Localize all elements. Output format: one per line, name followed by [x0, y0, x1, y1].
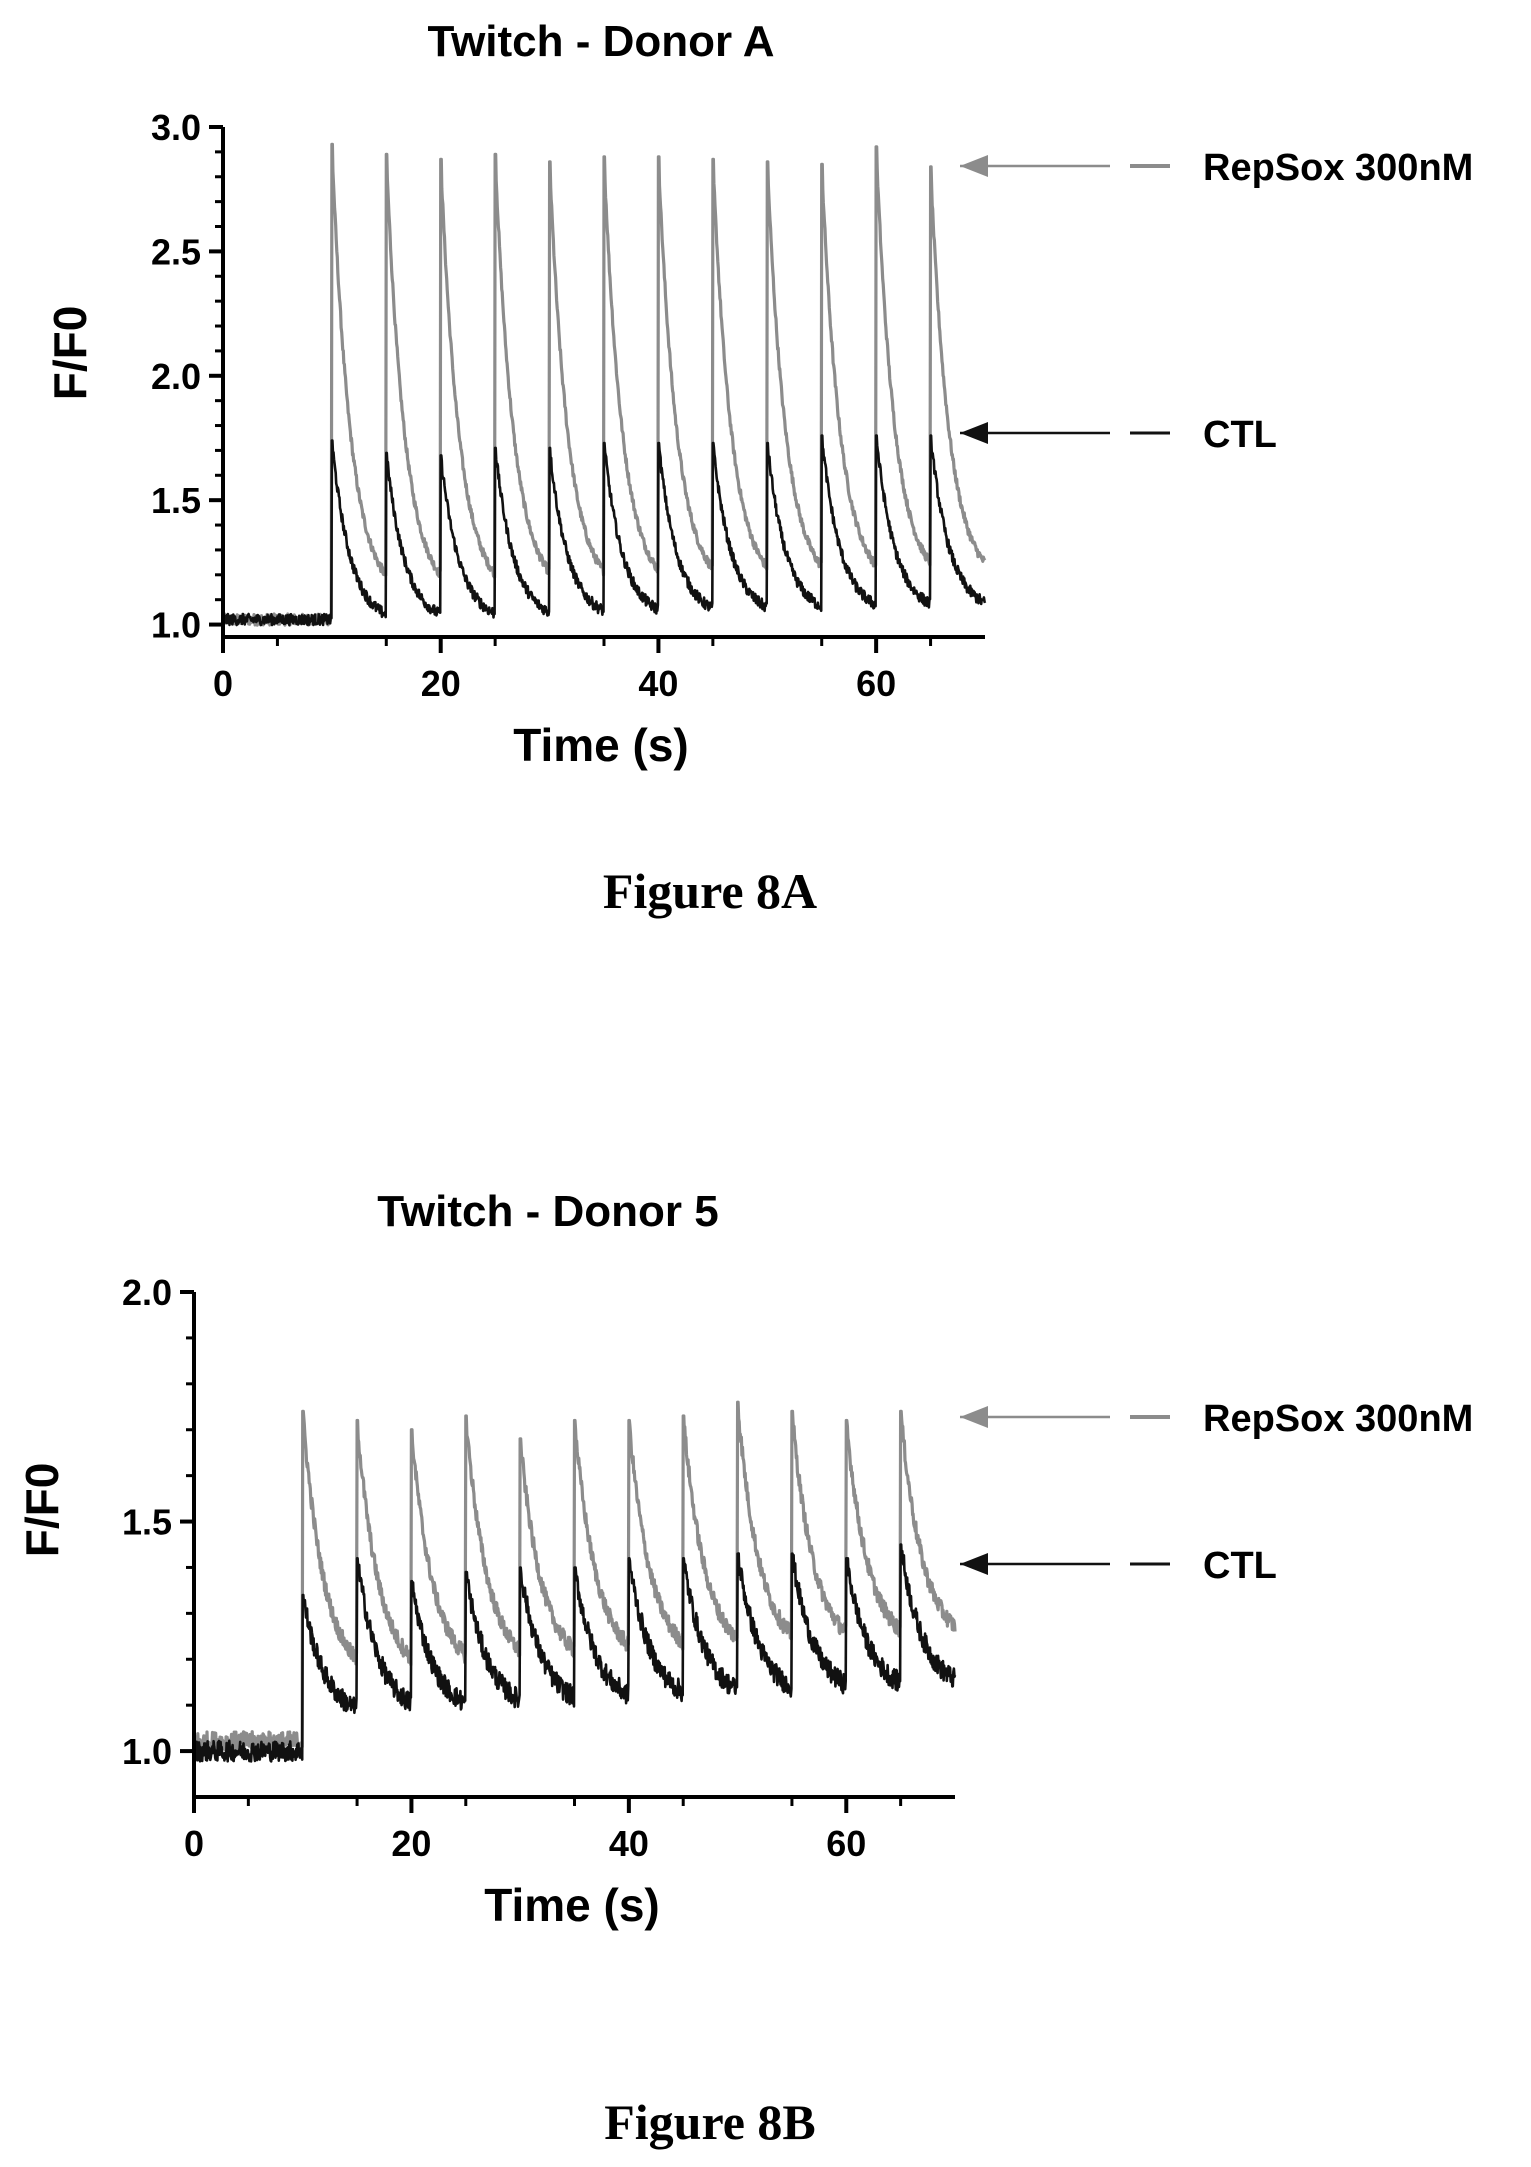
y-tick-label: 1.5	[151, 480, 201, 521]
chart-title: Twitch - Donor A	[427, 17, 774, 66]
series-line-ctl	[221, 434, 987, 627]
y-tick-label: 1.0	[122, 1731, 172, 1772]
series-layer	[192, 1400, 957, 1763]
legend-arrow-head	[960, 155, 988, 177]
series-line-ctl	[192, 1543, 957, 1763]
series-line-repsox	[221, 142, 987, 627]
x-tick-label: 0	[213, 663, 233, 704]
x-tick-label: 20	[391, 1823, 431, 1864]
chart-panel-a: Twitch - Donor A 1.01.52.02.53.00 20 40 60 …	[44, 17, 1473, 919]
chart-panel-b: Twitch - Donor 5 1.0 1.5 2.0 0 20 40 60 F/F0 T…	[16, 1187, 1473, 2150]
legend-label-ctl: CTL	[1203, 1545, 1277, 1587]
y-axis-label: F/F0	[16, 1463, 68, 1558]
legend-arrow-head	[960, 1553, 988, 1575]
y-tick-label: 2.0	[151, 356, 201, 397]
x-axis-label: Time (s)	[484, 1879, 660, 1931]
legend-arrow-head	[960, 1406, 988, 1428]
x-tick-label: 40	[609, 1823, 649, 1864]
legend-label-repsox: RepSox 300nM	[1203, 147, 1473, 189]
y-tick-label: 1.5	[122, 1502, 172, 1543]
series-layer	[221, 142, 987, 627]
x-tick-label: 0	[184, 1823, 204, 1864]
legend-label-ctl: CTL	[1203, 414, 1277, 456]
x-tick-label: 40	[638, 663, 678, 704]
x-tick-label: 20	[421, 663, 461, 704]
x-tick-label: 60	[826, 1823, 866, 1864]
chart-title: Twitch - Donor 5	[377, 1187, 718, 1236]
series-line-repsox	[192, 1400, 957, 1754]
figure-caption: Figure 8A	[603, 863, 817, 919]
y-tick-label: 2.0	[122, 1272, 172, 1313]
figure-caption: Figure 8B	[604, 2094, 816, 2150]
y-tick-label: 3.0	[151, 107, 201, 148]
y-tick-label: 1.0	[151, 605, 201, 646]
legend-label-repsox: RepSox 300nM	[1203, 1398, 1473, 1440]
axis-ticks: 1.0 1.5 2.0 0 20 40 60	[122, 1272, 903, 1864]
x-tick-label: 60	[856, 663, 896, 704]
legend-arrow-head	[960, 422, 988, 444]
x-axis-label: Time (s)	[513, 719, 689, 771]
y-tick-label: 2.5	[151, 231, 201, 272]
y-axis-label: F/F0	[44, 306, 96, 401]
